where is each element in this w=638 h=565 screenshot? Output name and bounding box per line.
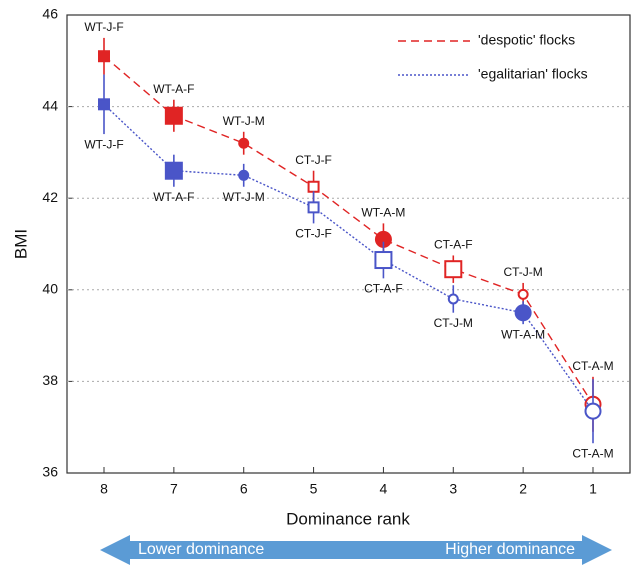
point-label: CT-J-M xyxy=(503,265,542,279)
point-label: WT-A-M xyxy=(361,206,405,220)
y-tick-label: 44 xyxy=(42,97,58,113)
plot-frame xyxy=(66,14,631,474)
point-label: WT-J-F xyxy=(84,137,123,151)
x-tick-label: 8 xyxy=(100,481,108,497)
point-label: WT-J-F xyxy=(84,20,123,34)
marker xyxy=(584,402,602,420)
point-label: WT-A-F xyxy=(153,190,194,204)
marker xyxy=(374,251,393,270)
series-line xyxy=(103,55,594,405)
point-label: CT-A-M xyxy=(572,359,613,373)
marker xyxy=(98,50,110,63)
dominance-arrow xyxy=(100,535,612,565)
marker xyxy=(307,201,320,214)
arrow-left-label: Lower dominance xyxy=(138,541,264,558)
y-tick-label: 40 xyxy=(42,281,58,297)
point-label: WT-J-M xyxy=(223,190,265,204)
x-axis-label: Dominance rank xyxy=(286,509,410,528)
marker xyxy=(238,137,250,149)
marker xyxy=(447,293,459,305)
legend-label: 'despotic' flocks xyxy=(478,32,575,48)
x-tick-label: 7 xyxy=(170,481,178,497)
legend-label: 'egalitarian' flocks xyxy=(478,66,588,82)
y-tick-label: 42 xyxy=(42,189,58,205)
series-line xyxy=(103,103,594,412)
marker xyxy=(514,304,532,322)
point-label: CT-A-F xyxy=(364,282,403,296)
point-label: CT-J-M xyxy=(434,316,473,330)
x-tick-label: 3 xyxy=(449,481,457,497)
point-label: WT-J-M xyxy=(223,114,265,128)
marker xyxy=(164,106,183,125)
x-tick-label: 6 xyxy=(240,481,248,497)
x-tick-label: 5 xyxy=(310,481,318,497)
point-label: WT-A-M xyxy=(501,327,545,341)
marker xyxy=(307,180,320,193)
marker xyxy=(238,169,250,181)
y-tick-label: 46 xyxy=(42,6,58,22)
x-tick-label: 2 xyxy=(519,481,527,497)
marker xyxy=(98,98,110,111)
x-tick-label: 1 xyxy=(589,481,597,497)
point-label: CT-J-F xyxy=(295,153,332,167)
point-label: WT-A-F xyxy=(153,82,194,96)
point-label: CT-A-M xyxy=(572,446,613,460)
y-tick-label: 36 xyxy=(42,464,58,480)
marker xyxy=(444,260,463,279)
y-tick-label: 38 xyxy=(42,372,58,388)
y-axis-label: BMI xyxy=(11,229,30,259)
point-label: CT-J-F xyxy=(295,227,332,241)
marker xyxy=(164,161,183,180)
marker xyxy=(517,288,529,300)
point-label: CT-A-F xyxy=(434,238,473,252)
x-tick-label: 4 xyxy=(380,481,388,497)
arrow-right-label: Higher dominance xyxy=(445,541,575,558)
